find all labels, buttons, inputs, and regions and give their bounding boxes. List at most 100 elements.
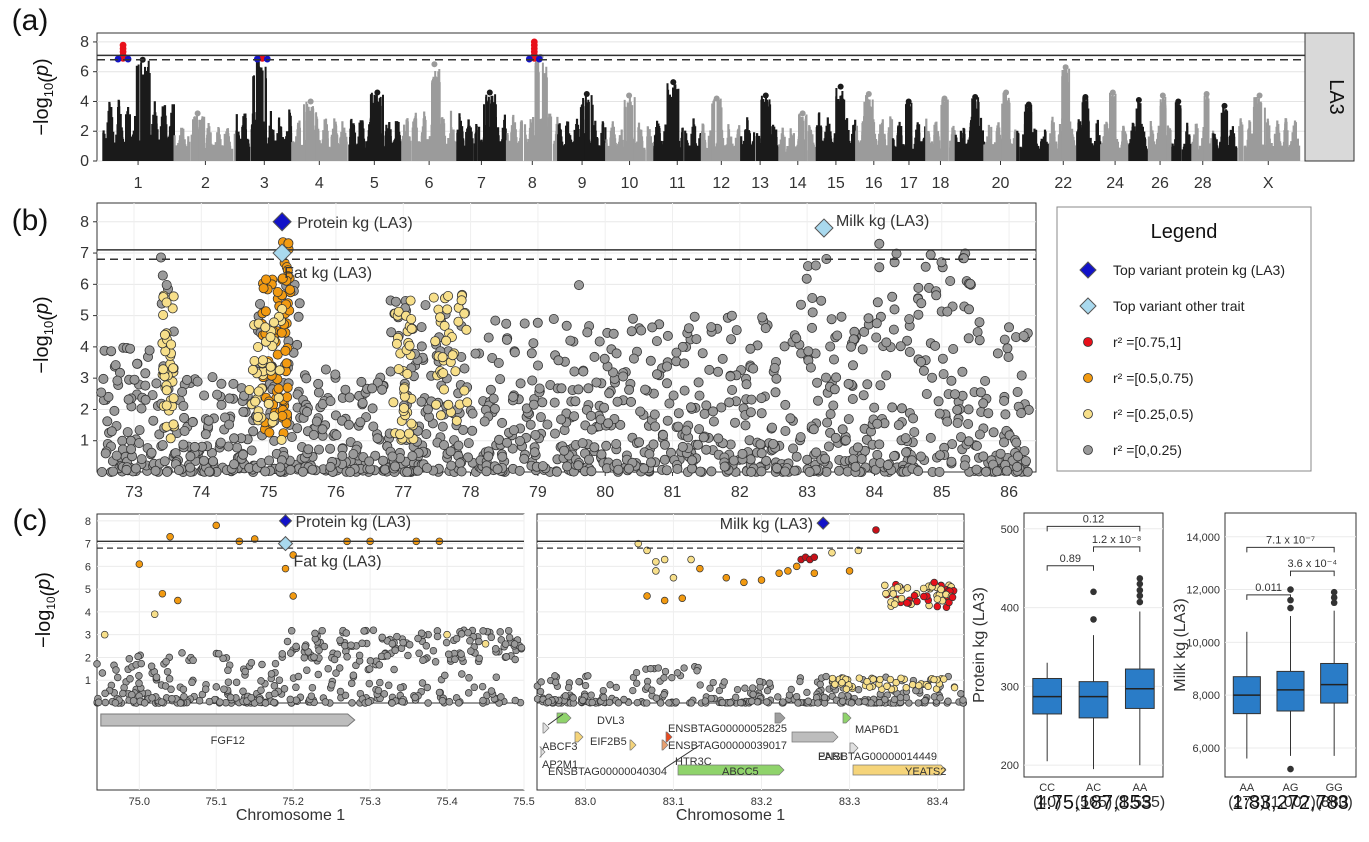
snp-point [713, 433, 724, 444]
snp-point [652, 369, 663, 380]
snp-point [421, 462, 432, 473]
y-tick-label: 6 [80, 64, 89, 81]
snp-point [946, 456, 957, 467]
snp-point [270, 682, 279, 690]
snp-point [137, 659, 146, 668]
gene-parl [791, 731, 839, 743]
snp-point [632, 668, 641, 677]
snp-point [692, 439, 703, 450]
y-axis-title-part: 10 [45, 596, 58, 610]
snp-point [859, 326, 870, 337]
snp-point [963, 333, 974, 344]
snp-point [847, 393, 858, 404]
snp-point-ld [388, 397, 399, 408]
snp-point-ld [869, 675, 877, 683]
x-tick-label: 2 [201, 175, 210, 192]
snp-point [673, 421, 684, 432]
snp-point-ld [652, 567, 660, 575]
snp-point [861, 697, 869, 706]
snp-point [901, 447, 912, 458]
snp-point [345, 466, 356, 477]
snp-point [344, 392, 355, 403]
snp-point [271, 659, 280, 668]
snp-point-top [114, 55, 122, 63]
snp-point [857, 344, 868, 355]
snp-point [455, 699, 463, 707]
y-axis-title: −log10(p) [31, 296, 58, 373]
snp-point [1012, 386, 1023, 397]
snp-point [788, 443, 799, 454]
snp-point [945, 275, 956, 286]
snp-point [909, 427, 920, 438]
snp-point [315, 646, 323, 654]
snp-point [992, 348, 1003, 359]
zoom-panel-right: 83.0 83.1 83.2 83.3 83.4 Chromosome 1 Milk kg … [533, 513, 968, 824]
snp-point [308, 429, 319, 440]
snp-point [370, 450, 381, 461]
snp-point [1021, 455, 1032, 466]
snp-point [103, 391, 114, 402]
snp-point [119, 689, 127, 698]
snp-point [321, 698, 330, 706]
snp-point-ld [406, 323, 417, 334]
snp-point [294, 298, 305, 309]
snp-point [257, 686, 265, 694]
snp-point-ld [260, 274, 271, 285]
snp-point [550, 428, 561, 439]
snp-point [457, 650, 465, 658]
snp-peak [303, 101, 318, 161]
snp-point [820, 453, 831, 464]
snp-point [628, 313, 639, 324]
outlier-point [1330, 594, 1338, 601]
gene-map6d1 [842, 712, 852, 724]
snp-point [414, 634, 422, 643]
snp-point [687, 699, 695, 707]
snp-point [126, 675, 134, 683]
snp-point [765, 679, 774, 687]
legend-key-circle [1083, 373, 1093, 383]
snp-point [1002, 343, 1013, 354]
snp-point-ld [438, 384, 449, 395]
snp-point [355, 417, 366, 428]
snp-point [828, 400, 839, 411]
snp-point [706, 466, 717, 477]
snp-peak [483, 94, 497, 161]
snp-point-ld [652, 558, 660, 566]
x-tick-label: 83.1 [663, 796, 684, 808]
snp-point [178, 439, 189, 450]
snp-point [431, 658, 440, 666]
snp-point [320, 364, 331, 375]
snp-point [481, 466, 492, 477]
snp-point [1003, 351, 1014, 362]
chromosome-5 [348, 89, 403, 161]
snp-point [1016, 408, 1027, 419]
snp-point [629, 686, 637, 695]
snp-point [599, 353, 610, 364]
snp-point [604, 388, 615, 399]
snp-point [511, 696, 520, 705]
snp-point [514, 465, 525, 476]
snp-point [679, 358, 690, 369]
snp-point [600, 693, 608, 702]
snp-point-ld [258, 283, 269, 294]
snp-point-ld [161, 297, 172, 308]
snp-point [569, 366, 580, 377]
snp-point [467, 647, 475, 655]
chromosome-13 [740, 92, 781, 161]
group-label: AA [1132, 782, 1147, 794]
snp-point-ld [391, 338, 402, 349]
snp-point-highlight [530, 38, 538, 46]
x-tick-label: 75.4 [436, 796, 457, 808]
snp-point-ld [881, 581, 889, 590]
outlier-point [1287, 596, 1294, 604]
y-tick-label: 6 [80, 276, 89, 293]
snp-point [331, 430, 342, 441]
snp-point [1221, 102, 1228, 109]
snp-point-ld [919, 584, 928, 593]
snp-point [731, 325, 742, 336]
snp-point [761, 455, 772, 466]
snp-point [456, 466, 467, 477]
y-axis-title-part: −log [33, 610, 55, 648]
snp-point [386, 327, 397, 338]
snp-point [691, 334, 702, 345]
